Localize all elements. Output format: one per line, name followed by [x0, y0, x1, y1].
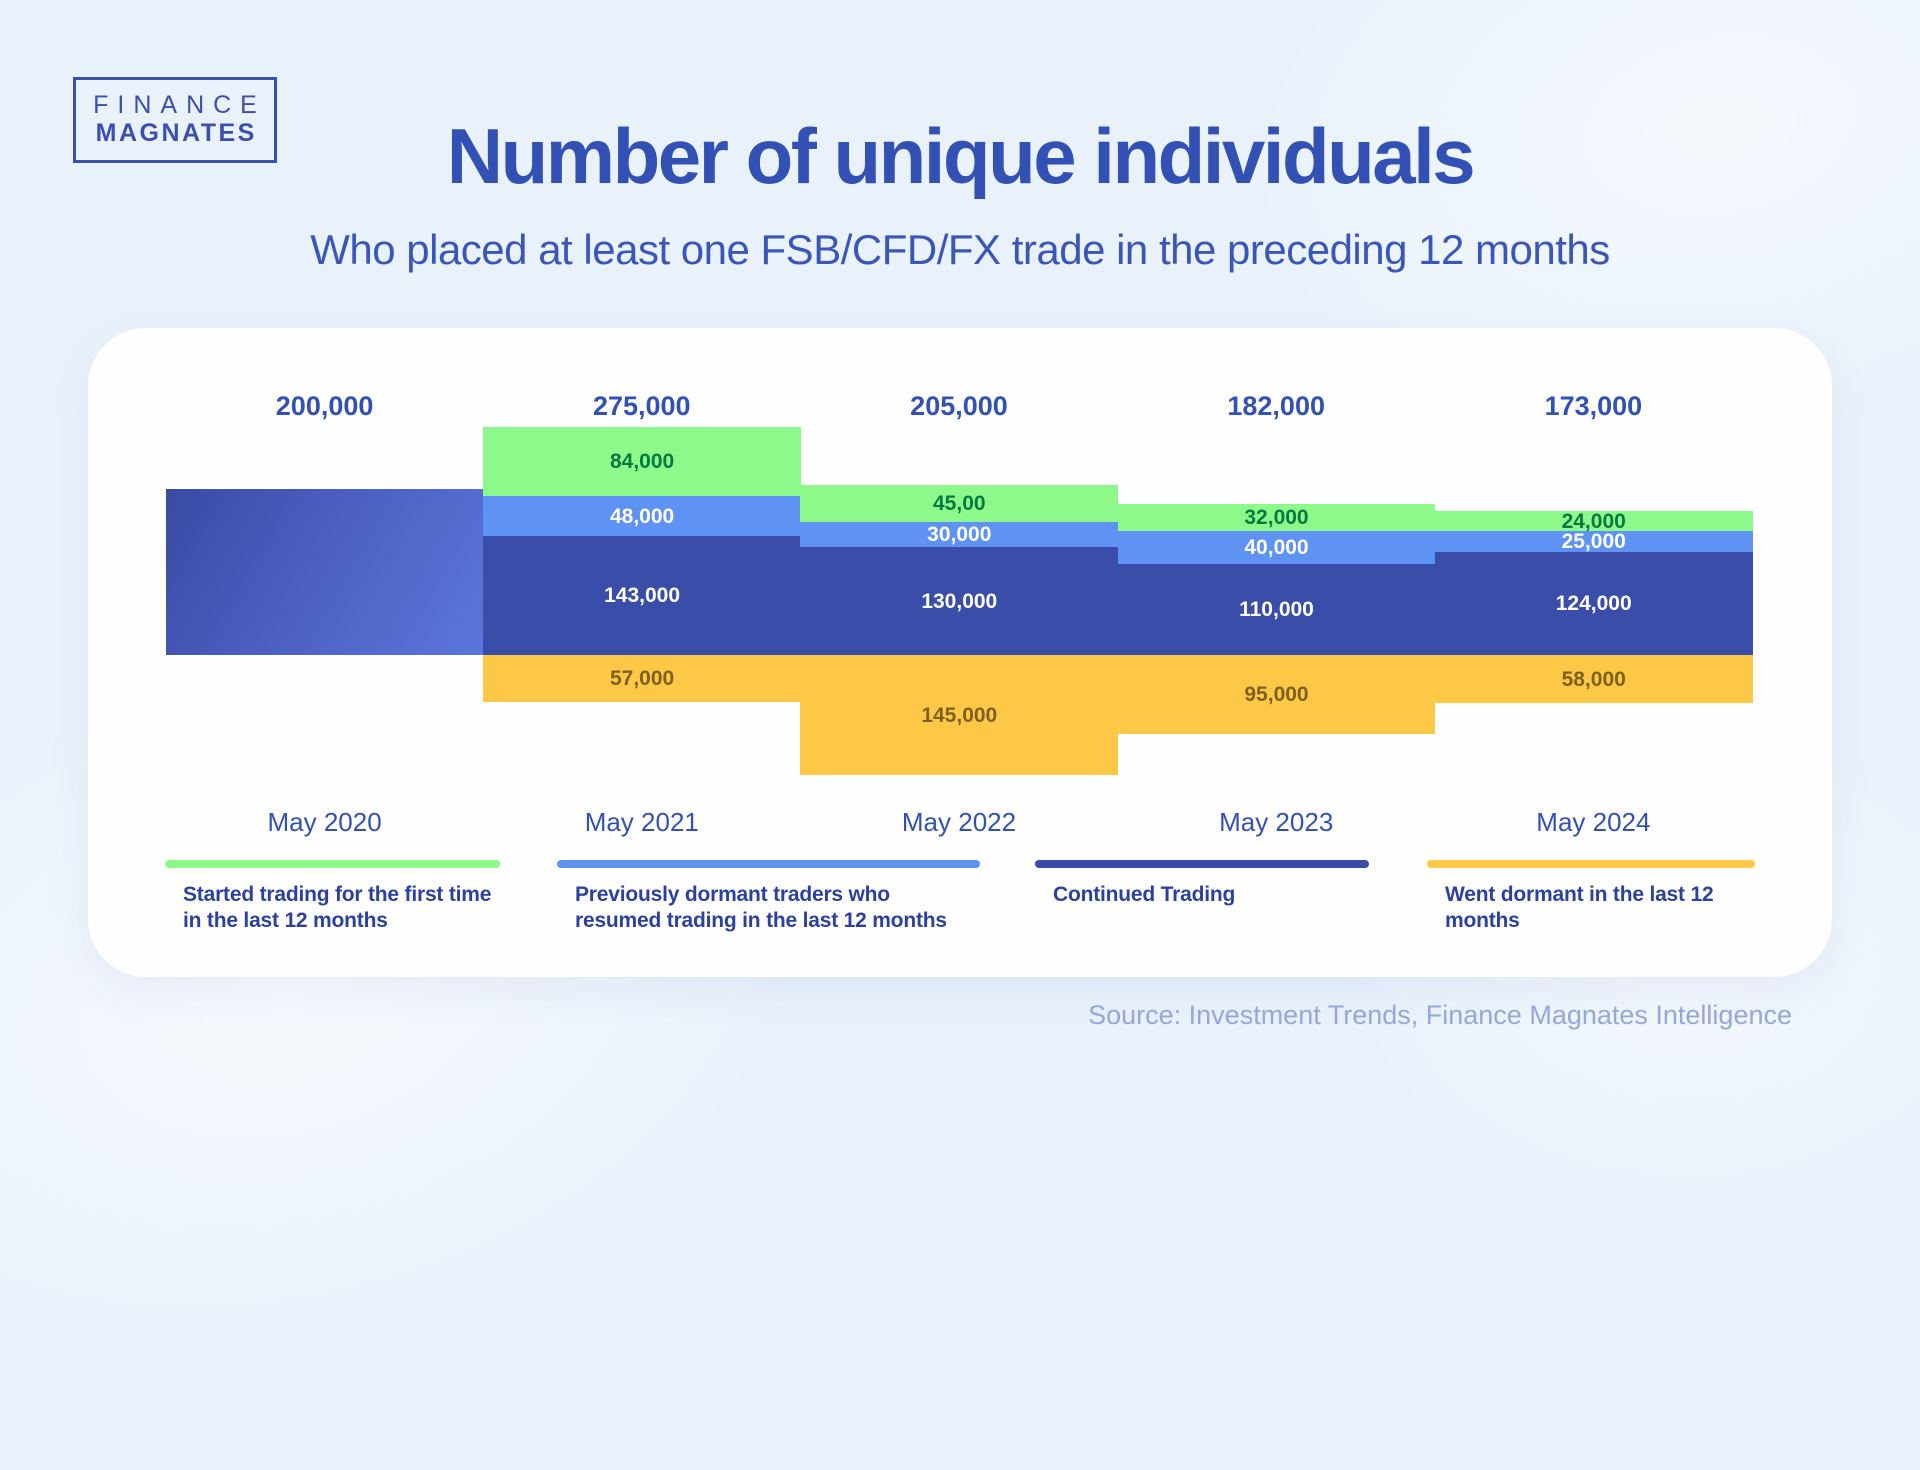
- legend-color-bar: [165, 860, 500, 868]
- bar-value-label: 130,000: [921, 589, 998, 613]
- bar-value-label: 84,000: [609, 450, 675, 474]
- legend-color-bar: [1427, 860, 1755, 868]
- bar-value-label: 110,000: [1239, 597, 1314, 621]
- bar-value-label: 30,000: [927, 523, 992, 547]
- bar-value-label: 57,000: [609, 667, 675, 691]
- source-attribution: Source: Investment Trends, Finance Magna…: [1088, 1000, 1792, 1030]
- legend-color-bar: [557, 860, 980, 868]
- legend-label: Continued Trading: [1053, 883, 1236, 906]
- column-total: 205,000: [910, 390, 1008, 421]
- column-total: 275,000: [592, 390, 691, 421]
- logo-line-magnates: MAGNATES: [95, 119, 257, 148]
- legend-label: Previously dormant traders who resumed t…: [575, 883, 947, 932]
- legend-item: Continued Trading: [1035, 860, 1369, 908]
- page-title: Number of unique individuals: [446, 112, 1476, 200]
- bar-segment: [166, 489, 484, 655]
- bar-segment: 32,000: [1117, 503, 1436, 531]
- bar-segment: 45,00: [800, 484, 1119, 523]
- axis-label: May 2024: [1536, 806, 1651, 837]
- axis-label: May 2020: [267, 806, 382, 837]
- bar-segment: 24,000: [1434, 509, 1753, 533]
- bar-value-label: 95,000: [1244, 682, 1309, 706]
- page-subtitle: Who placed at least one FSB/CFD/FX trade…: [310, 226, 1610, 273]
- bar-value-label: 24,000: [1561, 509, 1626, 533]
- bar-segment: 143,000: [483, 536, 801, 655]
- bar-value-label: 48,000: [609, 504, 675, 528]
- bar-segment: 40,000: [1117, 530, 1436, 564]
- legend-label: Started trading for the first time in th…: [183, 883, 492, 932]
- bar-value-label: 32,000: [1244, 505, 1309, 529]
- bar-value-label: 145,000: [921, 703, 998, 727]
- finance-magnates-logo: FINANCE MAGNATES: [73, 77, 277, 163]
- legend-item: Went dormant in the last 12 months: [1427, 860, 1755, 933]
- bar-value-label: 58,000: [1561, 667, 1626, 691]
- legend-label: Went dormant in the last 12 months: [1445, 883, 1714, 932]
- bar-value-label: 25,000: [1561, 530, 1626, 554]
- axis-label: May 2021: [584, 806, 699, 837]
- bar-value-label: 40,000: [1244, 535, 1309, 559]
- legend-item: Started trading for the first time in th…: [165, 860, 500, 933]
- axis-label: May 2023: [1219, 806, 1334, 837]
- bar-segment: 95,000: [1117, 655, 1436, 734]
- bar-segment: 145,000: [800, 655, 1119, 776]
- axis-label: May 2022: [901, 806, 1017, 837]
- bar-value-label: 45,00: [933, 492, 986, 516]
- bar-segment: 124,000: [1434, 552, 1753, 655]
- column-total: 200,000: [275, 390, 374, 421]
- bar-segment: 30,000: [800, 522, 1119, 548]
- bar-segment: 57,000: [483, 655, 801, 703]
- bar-value-label: 124,000: [1555, 592, 1632, 616]
- bar-segment: 48,000: [483, 496, 801, 537]
- bar-segment: 25,000: [1434, 530, 1753, 554]
- bar-segment: 58,000: [1434, 655, 1753, 704]
- legend-item: Previously dormant traders who resumed t…: [557, 860, 980, 933]
- bar-segment: 110,000: [1117, 563, 1436, 655]
- chart-card: 200,000 275,000 205,000 182,000 173,000 84,0…: [88, 328, 1832, 977]
- column-total: 182,000: [1227, 390, 1325, 421]
- bar-segment: 84,000: [483, 426, 801, 497]
- logo-line-finance: FINANCE: [93, 90, 266, 119]
- bar-segment: 130,000: [800, 547, 1119, 655]
- bar-value-label: 143,000: [604, 584, 681, 608]
- legend-color-bar: [1035, 860, 1369, 868]
- column-total: 173,000: [1544, 390, 1643, 421]
